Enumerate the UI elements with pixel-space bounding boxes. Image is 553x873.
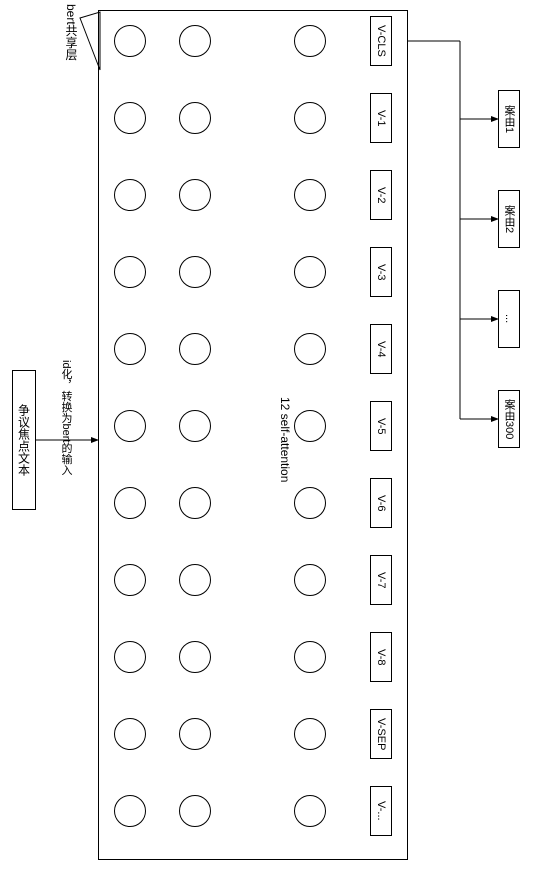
output-box: 案由300 [498,390,520,448]
token-box: V-CLS [370,16,392,66]
token-box: V-3 [370,247,392,297]
token-box: V-5 [370,401,392,451]
node-circle [114,795,146,827]
node-circle [114,179,146,211]
input-transform-label: id化，转换为bert的输入 [58,360,74,476]
node-circle [294,410,326,442]
input-text-box: 争议焦点文本 [12,370,36,510]
token-box: V-7 [370,555,392,605]
node-circle [179,179,211,211]
node-circle [114,102,146,134]
node-circle [179,410,211,442]
node-circle [294,641,326,673]
node-circle [179,795,211,827]
node-circle [179,487,211,519]
node-circle [179,333,211,365]
node-circle [114,25,146,57]
node-circle [179,102,211,134]
self-attention-label: 12 self-attention [278,397,292,482]
node-circle [114,256,146,288]
token-box: V-2 [370,170,392,220]
node-circle [294,25,326,57]
node-circle [294,102,326,134]
node-circle [114,641,146,673]
node-circle [179,256,211,288]
node-circle [114,564,146,596]
node-circle [294,487,326,519]
node-circle [114,410,146,442]
token-box: V-SEP [370,709,392,759]
node-circle [179,718,211,750]
token-box: V-1 [370,93,392,143]
output-box: ... [498,290,520,348]
bert-share-label: bert共享层 [63,4,80,61]
node-circle [179,641,211,673]
node-circle [114,333,146,365]
node-circle [294,718,326,750]
node-circle [294,179,326,211]
node-circle [179,25,211,57]
output-box: 案由1 [498,90,520,148]
node-circle [294,564,326,596]
output-box: 案由2 [498,190,520,248]
token-box: V-6 [370,478,392,528]
token-box: V-8 [370,632,392,682]
node-circle [294,795,326,827]
node-circle [294,256,326,288]
node-circle [114,487,146,519]
node-circle [294,333,326,365]
node-circle [179,564,211,596]
diagram-root: 12 self-attention bert共享层 id化，转换为bert的输入… [0,0,553,873]
token-box: V-4 [370,324,392,374]
token-box: V-... [370,786,392,836]
node-circle [114,718,146,750]
